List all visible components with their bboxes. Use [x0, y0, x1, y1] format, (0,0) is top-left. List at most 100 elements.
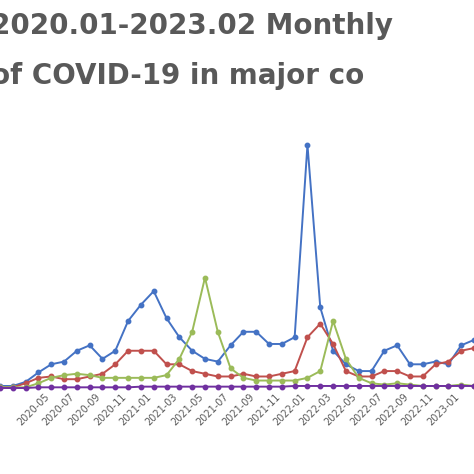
- The United States: [382, 348, 387, 354]
- The United States: [318, 305, 323, 310]
- The United States: [330, 348, 336, 354]
- India: [0, 384, 3, 390]
- The United States: [23, 379, 28, 385]
- India: [164, 372, 169, 378]
- The United States: [369, 368, 374, 374]
- The United States: [48, 362, 54, 367]
- The United States: [87, 343, 92, 348]
- The United States: [61, 359, 67, 365]
- India: [254, 378, 259, 383]
- England: [369, 374, 374, 379]
- England: [176, 362, 182, 367]
- England: [138, 348, 144, 354]
- England: [112, 362, 118, 367]
- England: [100, 371, 105, 377]
- India: [202, 275, 208, 281]
- England: [61, 376, 67, 382]
- England: [0, 384, 3, 390]
- England: [36, 375, 41, 381]
- England: [407, 374, 413, 379]
- The United States: [164, 315, 169, 321]
- India: [74, 371, 80, 377]
- England: [471, 345, 474, 351]
- England: [228, 374, 233, 379]
- The United States: [176, 334, 182, 340]
- India: [420, 383, 426, 389]
- India: [433, 383, 438, 389]
- The United States: [254, 329, 259, 335]
- England: [10, 384, 16, 390]
- England: [394, 368, 400, 374]
- Text: 2020.01-2023.02 Monthly: 2020.01-2023.02 Monthly: [0, 12, 392, 40]
- The United States: [100, 356, 105, 362]
- England: [23, 381, 28, 386]
- The United States: [74, 348, 80, 354]
- India: [446, 383, 451, 389]
- India: [36, 381, 41, 386]
- England: [382, 368, 387, 374]
- India: [305, 375, 310, 381]
- England: [433, 362, 438, 367]
- The United States: [112, 348, 118, 354]
- England: [48, 374, 54, 379]
- England: [292, 368, 298, 374]
- England: [202, 371, 208, 377]
- England: [343, 368, 349, 374]
- England: [254, 374, 259, 379]
- England: [125, 348, 131, 354]
- India: [10, 384, 16, 390]
- India: [330, 318, 336, 324]
- India: [318, 368, 323, 374]
- India: [228, 365, 233, 371]
- The United States: [407, 362, 413, 367]
- India: [23, 384, 28, 390]
- The United States: [266, 341, 272, 347]
- The United States: [151, 288, 156, 294]
- England: [458, 348, 464, 354]
- India: [382, 382, 387, 387]
- The United States: [433, 359, 438, 365]
- Line: England: England: [0, 321, 474, 390]
- England: [215, 374, 220, 379]
- The United States: [446, 362, 451, 367]
- India: [151, 375, 156, 381]
- England: [241, 371, 246, 377]
- The United States: [215, 359, 220, 365]
- The United States: [36, 370, 41, 375]
- The United States: [10, 383, 16, 389]
- The United States: [458, 343, 464, 348]
- The United States: [343, 362, 349, 367]
- India: [407, 382, 413, 387]
- India: [292, 378, 298, 383]
- The United States: [202, 356, 208, 362]
- England: [318, 321, 323, 327]
- India: [369, 381, 374, 386]
- England: [330, 341, 336, 347]
- England: [279, 371, 285, 377]
- The United States: [228, 343, 233, 348]
- England: [151, 348, 156, 354]
- The United States: [356, 368, 362, 374]
- India: [458, 382, 464, 387]
- India: [138, 375, 144, 381]
- The United States: [420, 362, 426, 367]
- Text: of COVID-19 in major co: of COVID-19 in major co: [0, 62, 364, 90]
- India: [176, 356, 182, 362]
- India: [100, 375, 105, 381]
- India: [87, 372, 92, 378]
- India: [266, 378, 272, 383]
- The United States: [471, 337, 474, 343]
- The United States: [394, 343, 400, 348]
- India: [125, 375, 131, 381]
- The United States: [279, 341, 285, 347]
- India: [112, 375, 118, 381]
- The United States: [125, 318, 131, 324]
- The United States: [189, 348, 195, 354]
- The United States: [305, 142, 310, 148]
- The United States: [241, 329, 246, 335]
- India: [394, 381, 400, 386]
- India: [48, 375, 54, 381]
- India: [279, 378, 285, 383]
- England: [446, 359, 451, 365]
- The United States: [138, 302, 144, 308]
